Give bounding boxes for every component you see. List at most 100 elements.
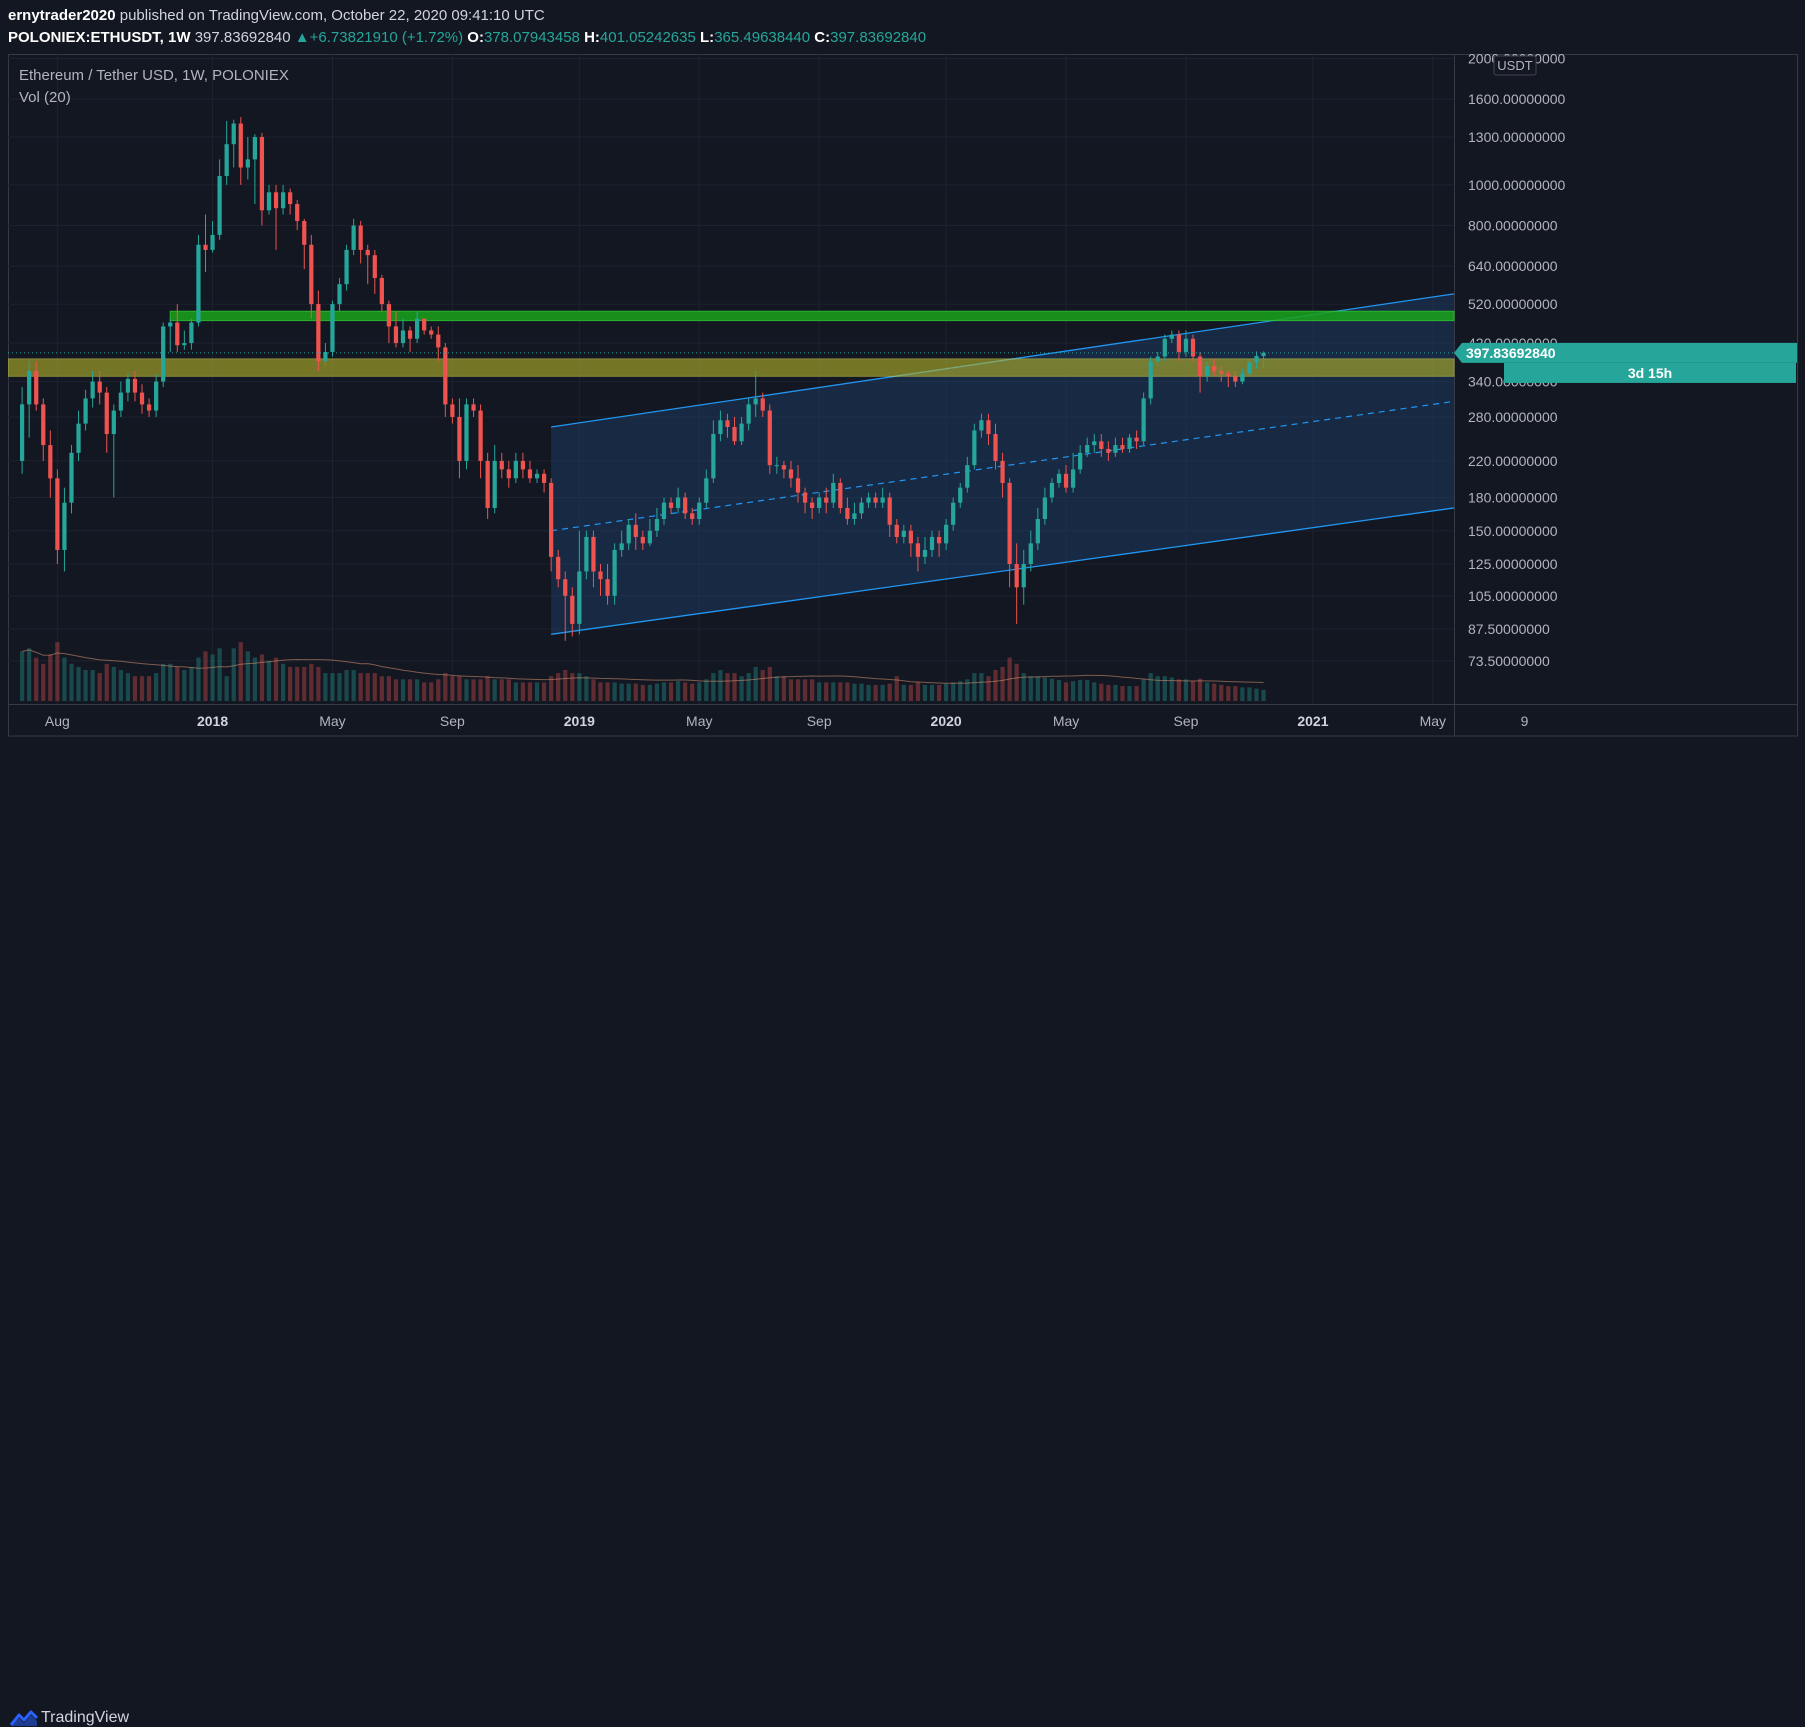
- volume-bar: [1028, 676, 1033, 701]
- low-label: L:: [700, 29, 715, 46]
- published-text: published on TradingView.com, October 22…: [119, 7, 545, 24]
- volume-bar: [443, 673, 448, 701]
- price-tick-label: 1300.00000000: [1468, 129, 1566, 145]
- volume-bar: [1106, 684, 1111, 701]
- candle: [788, 460, 794, 488]
- volume-bar: [436, 679, 441, 701]
- candle-body: [824, 497, 829, 503]
- candle: [725, 413, 730, 438]
- candle: [139, 384, 145, 414]
- price-chart[interactable]: 2000.000000001600.000000001300.000000001…: [8, 54, 1798, 849]
- price-tick-label: 640.00000000: [1468, 258, 1558, 274]
- candle-body: [1035, 518, 1040, 544]
- candle: [1247, 358, 1252, 377]
- last-price-tag: 397.83692840 3d 15h: [1454, 342, 1797, 383]
- volume-bar: [146, 676, 152, 701]
- countdown-label: 3d 15h: [1628, 365, 1672, 381]
- volume-bar: [379, 676, 384, 701]
- volume-bar: [640, 684, 645, 701]
- volume-bar: [513, 682, 518, 701]
- candle-body: [90, 381, 95, 399]
- candle: [182, 330, 187, 350]
- author-name[interactable]: ernytrader2020: [8, 7, 116, 24]
- volume-bar: [499, 679, 504, 701]
- candle: [880, 487, 885, 508]
- volume-bar: [422, 682, 427, 701]
- candle: [591, 530, 596, 588]
- currency-badge-box: [1493, 55, 1537, 76]
- volume-bar: [647, 684, 652, 701]
- candle-body: [1254, 356, 1259, 363]
- volume-bar: [795, 679, 801, 701]
- tradingview-logo-icon[interactable]: [10, 1709, 38, 1727]
- volume-bar: [704, 679, 709, 701]
- candle: [104, 387, 109, 453]
- candle-body: [795, 478, 801, 493]
- candle: [1092, 434, 1097, 453]
- candle-body: [1261, 352, 1266, 357]
- time-tick-label: May: [319, 713, 345, 729]
- volume-bar: [161, 663, 166, 701]
- chart-area[interactable]: 2000.000000001600.000000001300.000000001…: [8, 54, 1798, 849]
- candle-body: [711, 434, 716, 479]
- candle: [958, 482, 963, 508]
- candle-body: [1099, 441, 1104, 449]
- volume-bar: [506, 679, 511, 701]
- candle-body: [351, 225, 356, 250]
- symbol-label[interactable]: POLONIEX:ETHUSDT, 1W: [8, 29, 191, 46]
- candle: [146, 398, 152, 417]
- volume-bar: [168, 663, 173, 701]
- volume-bar: [407, 679, 413, 701]
- candle-body: [577, 571, 582, 624]
- high-value: 401.05242635: [599, 29, 696, 46]
- candle: [97, 371, 102, 405]
- candle: [993, 423, 998, 470]
- time-tick-label: 2020: [931, 713, 962, 729]
- price-tick-label: 150.00000000: [1468, 523, 1558, 539]
- candle: [1000, 452, 1005, 498]
- candle: [429, 326, 434, 339]
- candle: [633, 513, 638, 550]
- candle-body: [436, 334, 441, 348]
- candle-body: [422, 318, 427, 331]
- candle: [668, 497, 674, 514]
- candle-body: [330, 304, 335, 352]
- volume-bar: [203, 651, 208, 701]
- volume-bar: [880, 684, 885, 701]
- candle-body: [104, 392, 109, 435]
- volume-bar: [450, 676, 455, 701]
- price-tick-label: 1000.00000000: [1468, 177, 1566, 193]
- candle-body: [1148, 361, 1153, 399]
- volume-bar: [125, 673, 131, 701]
- candle: [266, 184, 272, 215]
- candle: [570, 587, 575, 637]
- footer: TradingView: [0, 849, 1805, 1726]
- candle: [781, 460, 787, 479]
- candle-body: [936, 536, 942, 544]
- volume-indicator-label[interactable]: Vol (20): [19, 89, 71, 106]
- candle-body: [520, 460, 526, 470]
- volume-bar: [365, 673, 370, 701]
- volume-bar: [27, 648, 32, 701]
- candle: [154, 373, 159, 417]
- candle: [280, 184, 286, 215]
- candle: [718, 410, 723, 442]
- candle: [831, 473, 836, 508]
- close-label: C:: [814, 29, 831, 46]
- volume-bar: [259, 654, 265, 701]
- candle: [972, 423, 977, 470]
- candle: [1106, 441, 1111, 461]
- tradingview-brand[interactable]: TradingView: [41, 1709, 130, 1726]
- candle: [1261, 351, 1266, 369]
- volume-bar: [894, 676, 899, 701]
- candle-body: [450, 404, 455, 417]
- time-tick-label: Sep: [1174, 713, 1199, 729]
- candle-body: [675, 497, 681, 508]
- candle: [760, 392, 765, 417]
- candle-body: [295, 204, 300, 222]
- candle: [464, 398, 469, 470]
- candle: [372, 249, 377, 294]
- countdown-box: [1504, 362, 1796, 383]
- volume-bar: [1261, 689, 1266, 701]
- volume-bar: [1141, 679, 1146, 701]
